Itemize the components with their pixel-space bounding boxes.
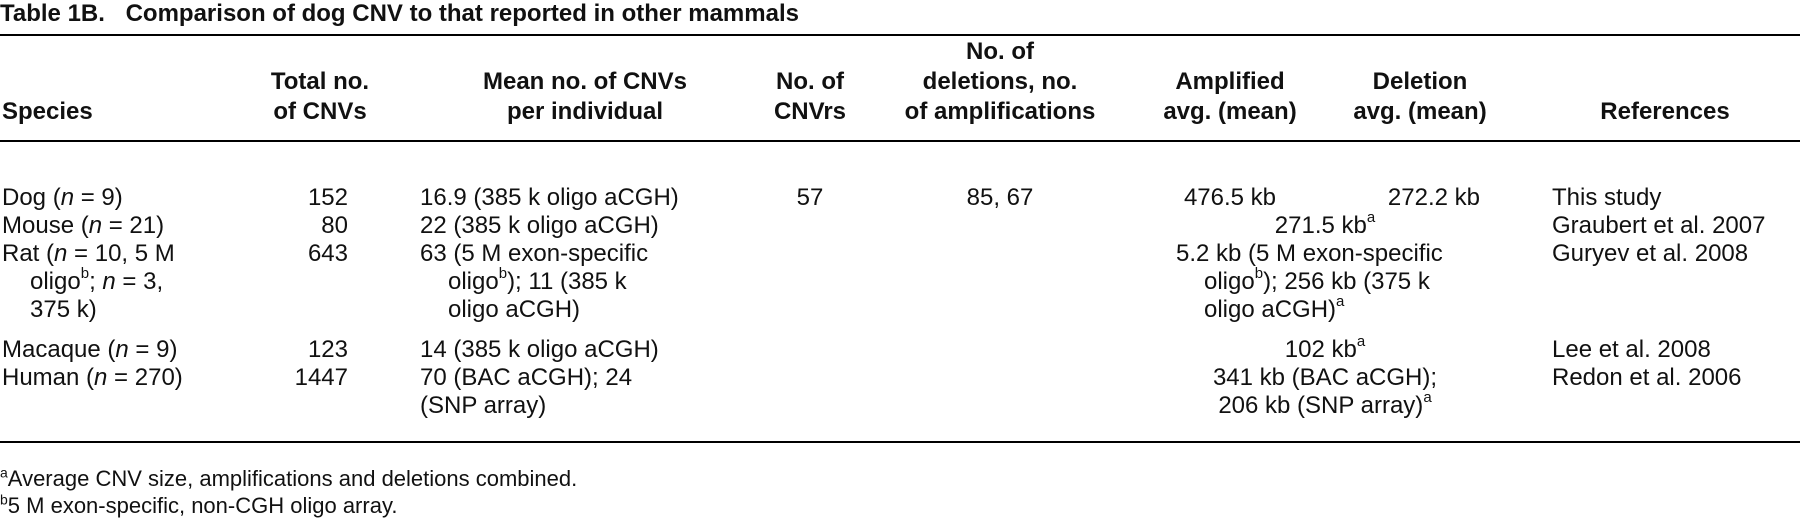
table-row-human-mean: 70 (BAC aCGH); 24 (SNP array) xyxy=(420,364,633,419)
footnote-b: b5 M exon-specific, non-CGH oligo array. xyxy=(0,491,398,518)
table-title: Comparison of dog CNV to that reported i… xyxy=(125,0,799,27)
table-row-dog-reference: This study xyxy=(1552,184,1662,211)
header-deletion-avg: Deletion avg. (mean) xyxy=(1353,68,1487,125)
header-amplified-avg: Amplified avg. (mean) xyxy=(1163,68,1297,125)
table-caption: Table 1B. Comparison of dog CNV to that … xyxy=(0,0,799,28)
table-row-rat-combined-avg: 5.2 kb (5 M exon-specific oligob); 256 k… xyxy=(1176,240,1443,323)
header-mean-cnvs: Mean no. of CNVs per individual xyxy=(482,68,687,125)
table-label: Table 1B. xyxy=(0,0,105,27)
table-row-dog-deletions: 85, 67 xyxy=(966,184,1034,211)
table-row-rat-species: Rat (n = 10, 5 M oligob; n = 3, 375 k) xyxy=(2,240,175,323)
table-row-rat-reference: Guryev et al. 2008 xyxy=(1552,240,1749,267)
table-row-dog-mean: 16.9 (385 k oligo aCGH) xyxy=(420,184,679,211)
top-rule xyxy=(0,34,1800,36)
table-row-macaque-combined-avg: 102 kba xyxy=(1284,333,1366,363)
table-row-mouse-total: 80 xyxy=(321,212,348,239)
table-row-dog-amplified: 476.5 kb xyxy=(1183,184,1277,211)
header-rule xyxy=(0,140,1800,142)
table-row-macaque-species: Macaque (n = 9) xyxy=(2,336,178,363)
bottom-rule xyxy=(0,441,1800,443)
table-row-dog-total: 152 xyxy=(307,184,348,211)
header-cnvrs: No. of CNVrs xyxy=(773,68,847,125)
table-row-dog-species: Dog (n = 9) xyxy=(2,184,123,211)
header-species: Species xyxy=(2,98,93,125)
table-row-rat-total: 643 xyxy=(307,240,348,267)
table-row-human-total: 1447 xyxy=(294,364,348,391)
header-references: References xyxy=(1600,98,1730,125)
header-deletions-amplifications: No. of deletions, no. of amplifications xyxy=(904,38,1096,125)
table-row-mouse-reference: Graubert et al. 2007 xyxy=(1552,212,1766,239)
header-total-cnvs: Total no. of CNVs xyxy=(270,68,370,125)
table-row-macaque-total: 123 xyxy=(307,336,348,363)
table-row-human-combined-avg: 341 kb (BAC aCGH); 206 kb (SNP array)a xyxy=(1212,364,1438,419)
table-row-dog-deletion: 272.2 kb xyxy=(1387,184,1480,211)
table-row-dog-cnvrs: 57 xyxy=(796,184,824,211)
table-row-macaque-mean: 14 (385 k oligo aCGH) xyxy=(420,336,659,363)
table-row-rat-mean: 63 (5 M exon-specific oligob); 11 (385 k… xyxy=(420,240,649,323)
table-row-mouse-species: Mouse (n = 21) xyxy=(2,212,165,239)
table-row-mouse-mean: 22 (385 k oligo aCGH) xyxy=(420,212,659,239)
table-row-human-species: Human (n = 270) xyxy=(2,364,183,391)
table-row-macaque-reference: Lee et al. 2008 xyxy=(1552,336,1711,363)
table-row-human-reference: Redon et al. 2006 xyxy=(1552,364,1742,391)
table-row-mouse-combined-avg: 271.5 kba xyxy=(1274,209,1376,239)
footnote-a: aAverage CNV size, amplifications and de… xyxy=(0,464,578,491)
